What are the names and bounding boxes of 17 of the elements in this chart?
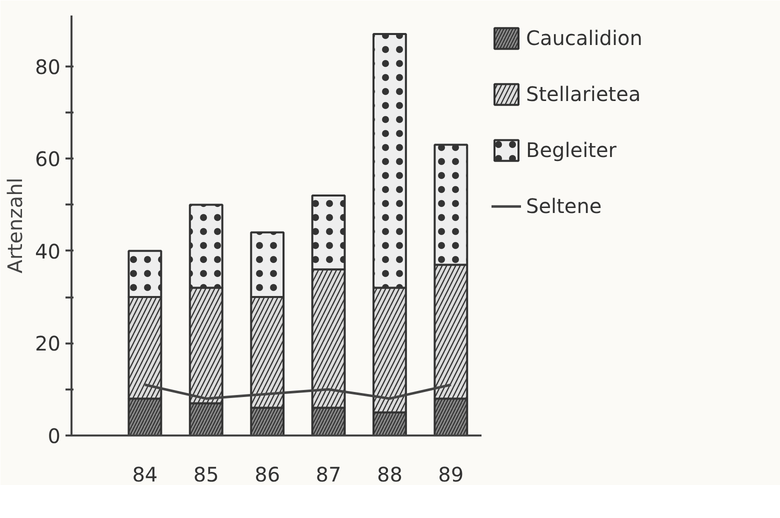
legend-label: Seltene	[526, 194, 602, 218]
y-tick-label: 80	[35, 54, 61, 79]
y-tick-label: 40	[35, 239, 61, 264]
line-series	[144, 383, 452, 400]
y-tick-label: 60	[35, 147, 61, 172]
x-tick-label: 86	[254, 462, 280, 486]
x-tick-label: 88	[376, 462, 402, 486]
y-axis-title: Artenzahl	[3, 178, 28, 274]
legend-label: Stellarietea	[526, 82, 641, 106]
x-tick-label: 89	[438, 462, 464, 486]
x-tick-label: 87	[316, 462, 342, 486]
y-tick-label: 0	[48, 424, 61, 448]
legend-label: Begleiter	[526, 138, 617, 162]
x-tick-label: 84	[132, 462, 158, 486]
y-tick-label: 20	[35, 332, 61, 356]
x-tick-label: 85	[193, 462, 219, 486]
legend-label: Caucalidion	[526, 26, 642, 50]
